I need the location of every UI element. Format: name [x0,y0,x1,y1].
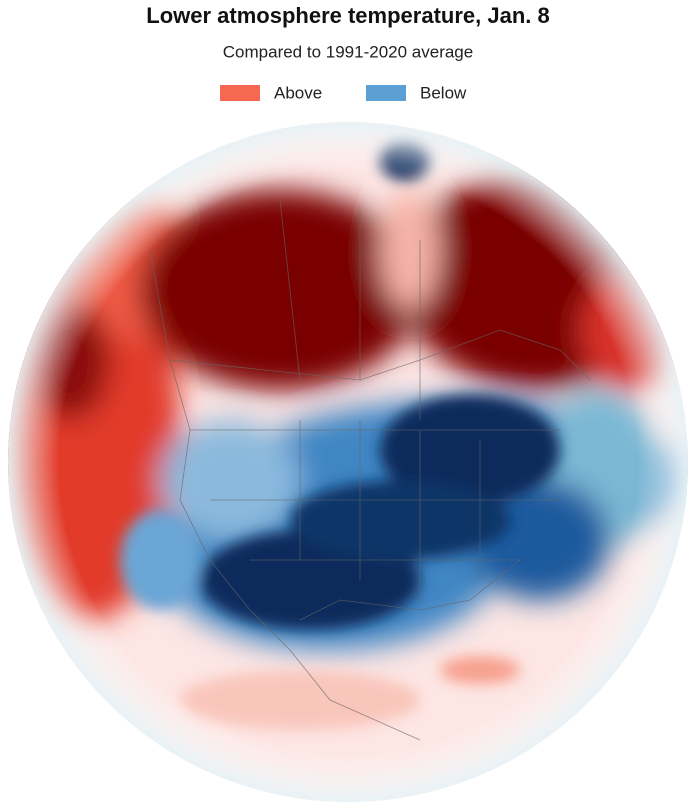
title: Lower atmosphere temperature, Jan. 8 [146,3,549,28]
legend-swatch [220,85,260,101]
subtitle: Compared to 1991-2020 average [223,42,473,61]
legend-label: Above [274,83,322,102]
legend-swatch [366,85,406,101]
legend-label: Below [420,83,467,102]
legend: Above Below [220,83,467,102]
globe-map [8,122,688,802]
